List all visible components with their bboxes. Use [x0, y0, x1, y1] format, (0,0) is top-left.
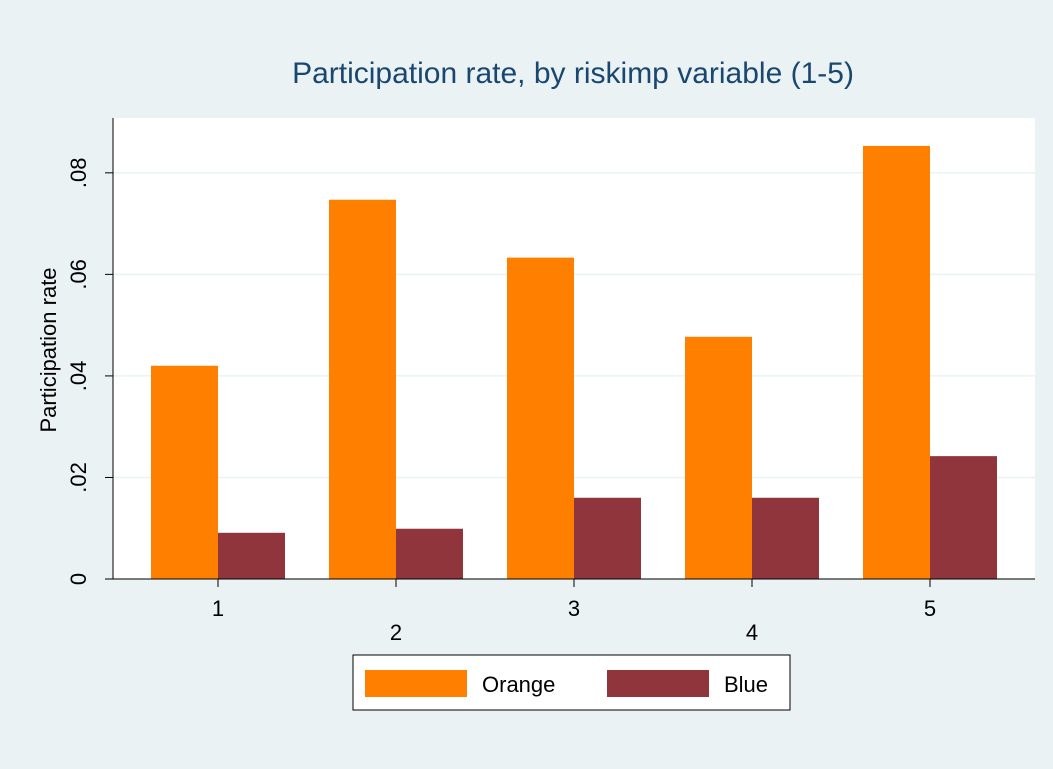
x-tick-label: 4	[746, 620, 758, 645]
bar	[685, 336, 752, 579]
bar	[930, 456, 997, 579]
axes: 0 .02 .04 .06 .08 1 2 3 4 5	[66, 118, 1035, 645]
y-axis-label: Participation rate	[36, 267, 61, 432]
y-tick-label: .02	[66, 462, 91, 493]
y-tick-label: .08	[66, 158, 91, 189]
legend-label: Blue	[724, 672, 768, 697]
x-tick-label: 3	[568, 596, 580, 621]
legend-swatch	[365, 670, 467, 697]
legend-swatch	[607, 670, 709, 697]
bar	[574, 497, 641, 579]
bar	[752, 497, 819, 579]
bar	[151, 365, 218, 579]
bar	[507, 257, 574, 579]
x-tick-label: 1	[212, 596, 224, 621]
chart-title: Participation rate, by riskimp variable …	[292, 57, 854, 90]
bar	[218, 532, 285, 579]
y-tick-label: 0	[66, 573, 91, 585]
legend-label: Orange	[482, 672, 555, 697]
bar	[863, 145, 930, 579]
y-tick-label: .04	[66, 361, 91, 392]
y-tick-label: .06	[66, 259, 91, 290]
x-tick-label: 5	[924, 596, 936, 621]
x-tick-label: 2	[390, 620, 402, 645]
bar	[329, 199, 396, 579]
legend: Orange Blue	[365, 670, 768, 697]
bar	[396, 528, 463, 579]
bars	[151, 145, 997, 579]
